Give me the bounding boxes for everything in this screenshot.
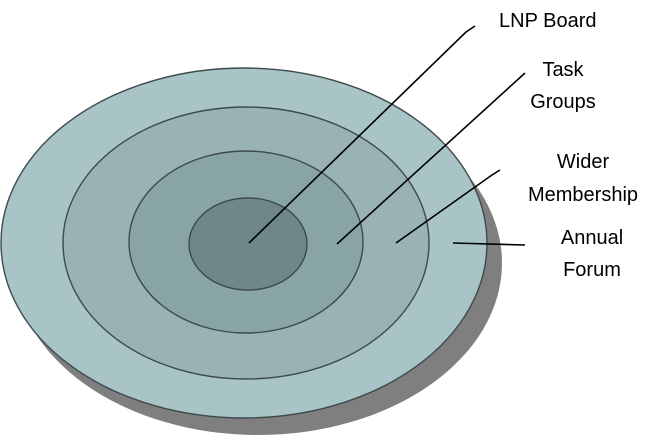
task-groups-leader (336, 72, 526, 245)
task-groups-label-line-1: Task (542, 59, 584, 81)
lnp-board-ring (188, 197, 308, 291)
task-groups-label-line-2: Groups (530, 91, 596, 113)
leader-lines (248, 25, 526, 246)
rings (0, 67, 488, 419)
annual-forum-label-line-2: Forum (563, 259, 621, 281)
wider-membership-label-line-2: Membership (528, 184, 638, 206)
annual-forum-label-line-1: Annual (561, 227, 623, 249)
annual-forum-leader (452, 242, 526, 246)
labels: LNP Board Task Groups Wider Membership A… (499, 10, 638, 281)
wider-membership-leader (395, 169, 501, 244)
lnp-board-label: LNP Board (499, 10, 596, 32)
lnp-board-leader (248, 25, 476, 244)
wider-membership-label-line-1: Wider (557, 151, 610, 173)
